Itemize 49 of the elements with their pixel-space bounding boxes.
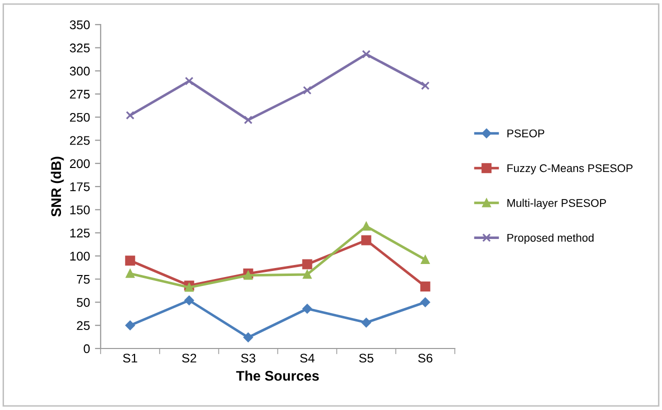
point	[362, 50, 371, 59]
point	[361, 235, 372, 246]
y-tick-label: 175	[70, 182, 90, 192]
y-tick-label: 100	[70, 252, 90, 261]
y-tick-label: 25	[76, 321, 90, 330]
y-tick-label: 200	[70, 159, 90, 168]
y-tick-label: 250	[70, 112, 90, 122]
y-tick-label: 0	[84, 344, 90, 354]
point	[302, 270, 312, 279]
point	[302, 259, 312, 270]
point	[184, 76, 194, 86]
point	[302, 304, 312, 314]
x-tick-label: S4	[300, 354, 314, 363]
point	[125, 256, 136, 266]
y-tick-label: 225	[70, 136, 90, 145]
y-tick-label: 125	[70, 228, 90, 238]
legend-label: Fuzzy C-Means PSESOP	[507, 164, 633, 174]
point	[244, 271, 252, 280]
point	[126, 110, 134, 120]
legend-label: PSEOP	[507, 129, 544, 138]
x-tick-label: S1	[123, 354, 138, 363]
point	[420, 255, 430, 264]
x-tick-label: S2	[182, 354, 196, 363]
x-tick-label: S5	[359, 354, 374, 363]
point	[361, 318, 372, 328]
point	[420, 281, 430, 292]
y-tick-label: 150	[70, 205, 90, 214]
y-tick-label: 325	[70, 44, 90, 52]
legend-label: Proposed method	[507, 234, 594, 244]
y-tick-label: 50	[76, 298, 90, 307]
y-tick-label: 300	[70, 66, 90, 76]
x-axis-title: The Sources	[236, 370, 319, 381]
point	[244, 116, 252, 124]
y-axis-title: SNR (dB)	[50, 156, 64, 217]
x-tick-label: S3	[241, 354, 256, 363]
point	[302, 86, 312, 95]
point	[420, 81, 430, 90]
point	[184, 296, 194, 306]
point	[420, 297, 430, 307]
point	[243, 332, 253, 342]
point	[362, 222, 371, 231]
y-tick-label: 275	[70, 90, 90, 99]
point	[125, 320, 135, 330]
y-tick-label: 350	[70, 20, 90, 30]
y-tick-label: 75	[76, 275, 90, 284]
x-tick-label: S6	[418, 354, 432, 363]
legend-label: Multi-layer PSESOP	[507, 198, 606, 210]
point	[184, 283, 194, 292]
point	[126, 269, 134, 278]
